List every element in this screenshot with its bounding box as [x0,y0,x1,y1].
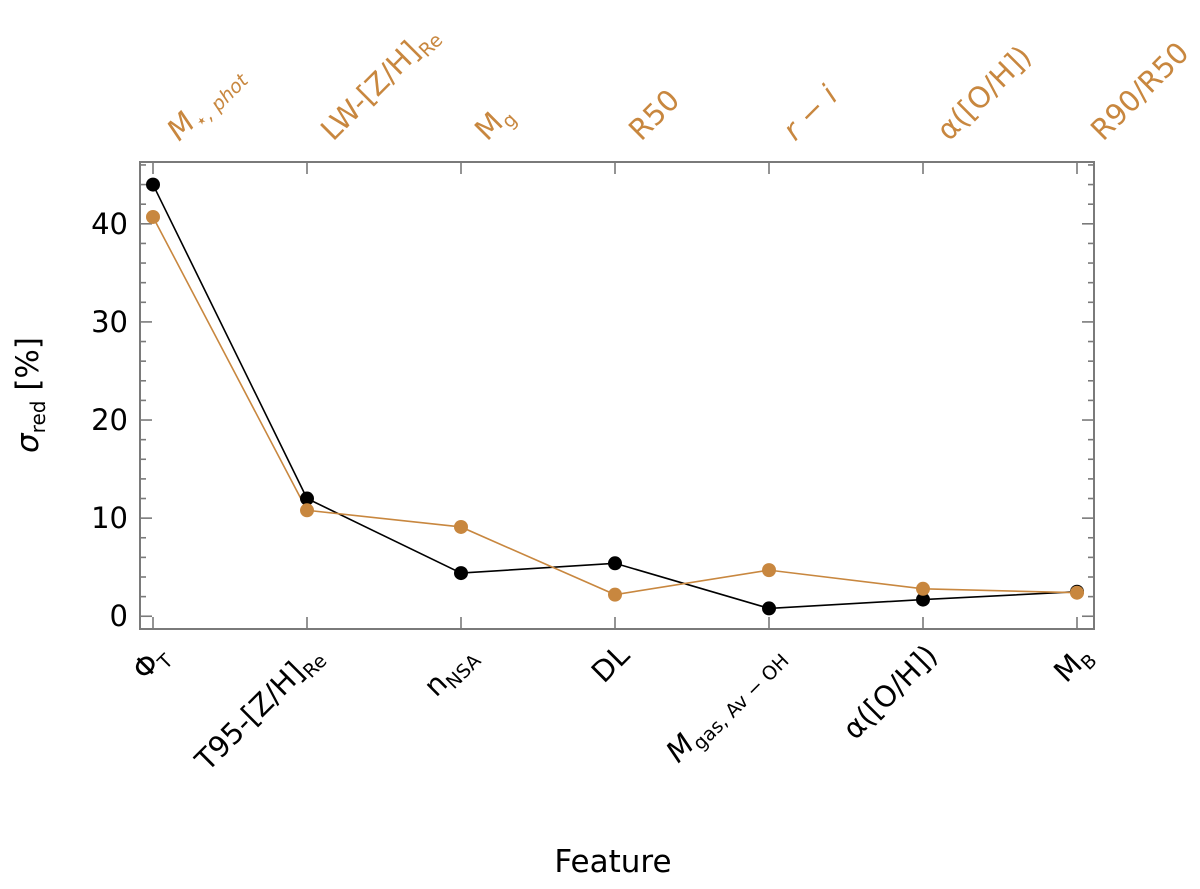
y-axis-title-unit: [%] [10,337,46,401]
x-axis-title: Feature [554,844,671,880]
series-point-0 [146,177,160,192]
series-point-0 [300,491,314,506]
series-point-0 [762,601,776,616]
x-tick-label-top: Mg [468,97,522,151]
ticks-layer [140,162,1094,629]
x-tick-label-top: α([O/H]) [930,39,1038,147]
series-point-1 [454,519,468,534]
y-axis-title-subscript: red [26,401,50,434]
y-tick-label: 10 [91,501,128,535]
labels-layer: 0 10 20 30 40 ΦT T95-[Z/H]Re nNSA DL Mgas, Av − O… [91,17,1196,782]
x-tick-label-top: LW-[Z/H]Re [314,17,447,150]
x-tick-label-bottom: α([O/H]) [836,638,944,746]
x-tick-label-bottom: ΦT [126,638,178,690]
x-tick-label-top: r − i [776,79,844,147]
series-point-1 [608,587,622,602]
series-point-1 [762,563,776,578]
series-line-0 [152,184,1078,610]
series-line-1 [152,216,1078,596]
y-tick-label: 40 [91,207,128,241]
plot-frame [139,161,1095,630]
series-point-1 [916,581,930,596]
x-tick-label-bottom: MB [1047,638,1102,693]
series-point-0 [608,556,622,571]
y-axis-title: σred [%] [10,337,50,453]
y-tick-label: 0 [110,599,128,633]
y-tick-label: 20 [91,403,128,437]
series-point-0 [454,566,468,581]
x-tick-label-top: R50 [622,83,686,147]
series-point-1 [146,209,160,224]
y-axis-title-symbol: σ [10,432,46,453]
x-tick-label-bottom: Mgas, Av − OH [659,638,793,772]
series-point-1 [1070,585,1084,600]
x-tick-label-bottom: nNSA [417,638,486,707]
y-tick-label: 30 [91,305,128,339]
x-tick-label-bottom: T95-[Z/H]Re [188,638,332,782]
series-layer [146,177,1084,616]
series-point-0 [916,592,930,607]
x-tick-label-top: R90/R50 [1084,35,1196,147]
x-tick-label-bottom: DL [585,638,636,689]
series-point-1 [300,503,314,518]
x-tick-label-top: M⋆, phot [160,57,254,151]
